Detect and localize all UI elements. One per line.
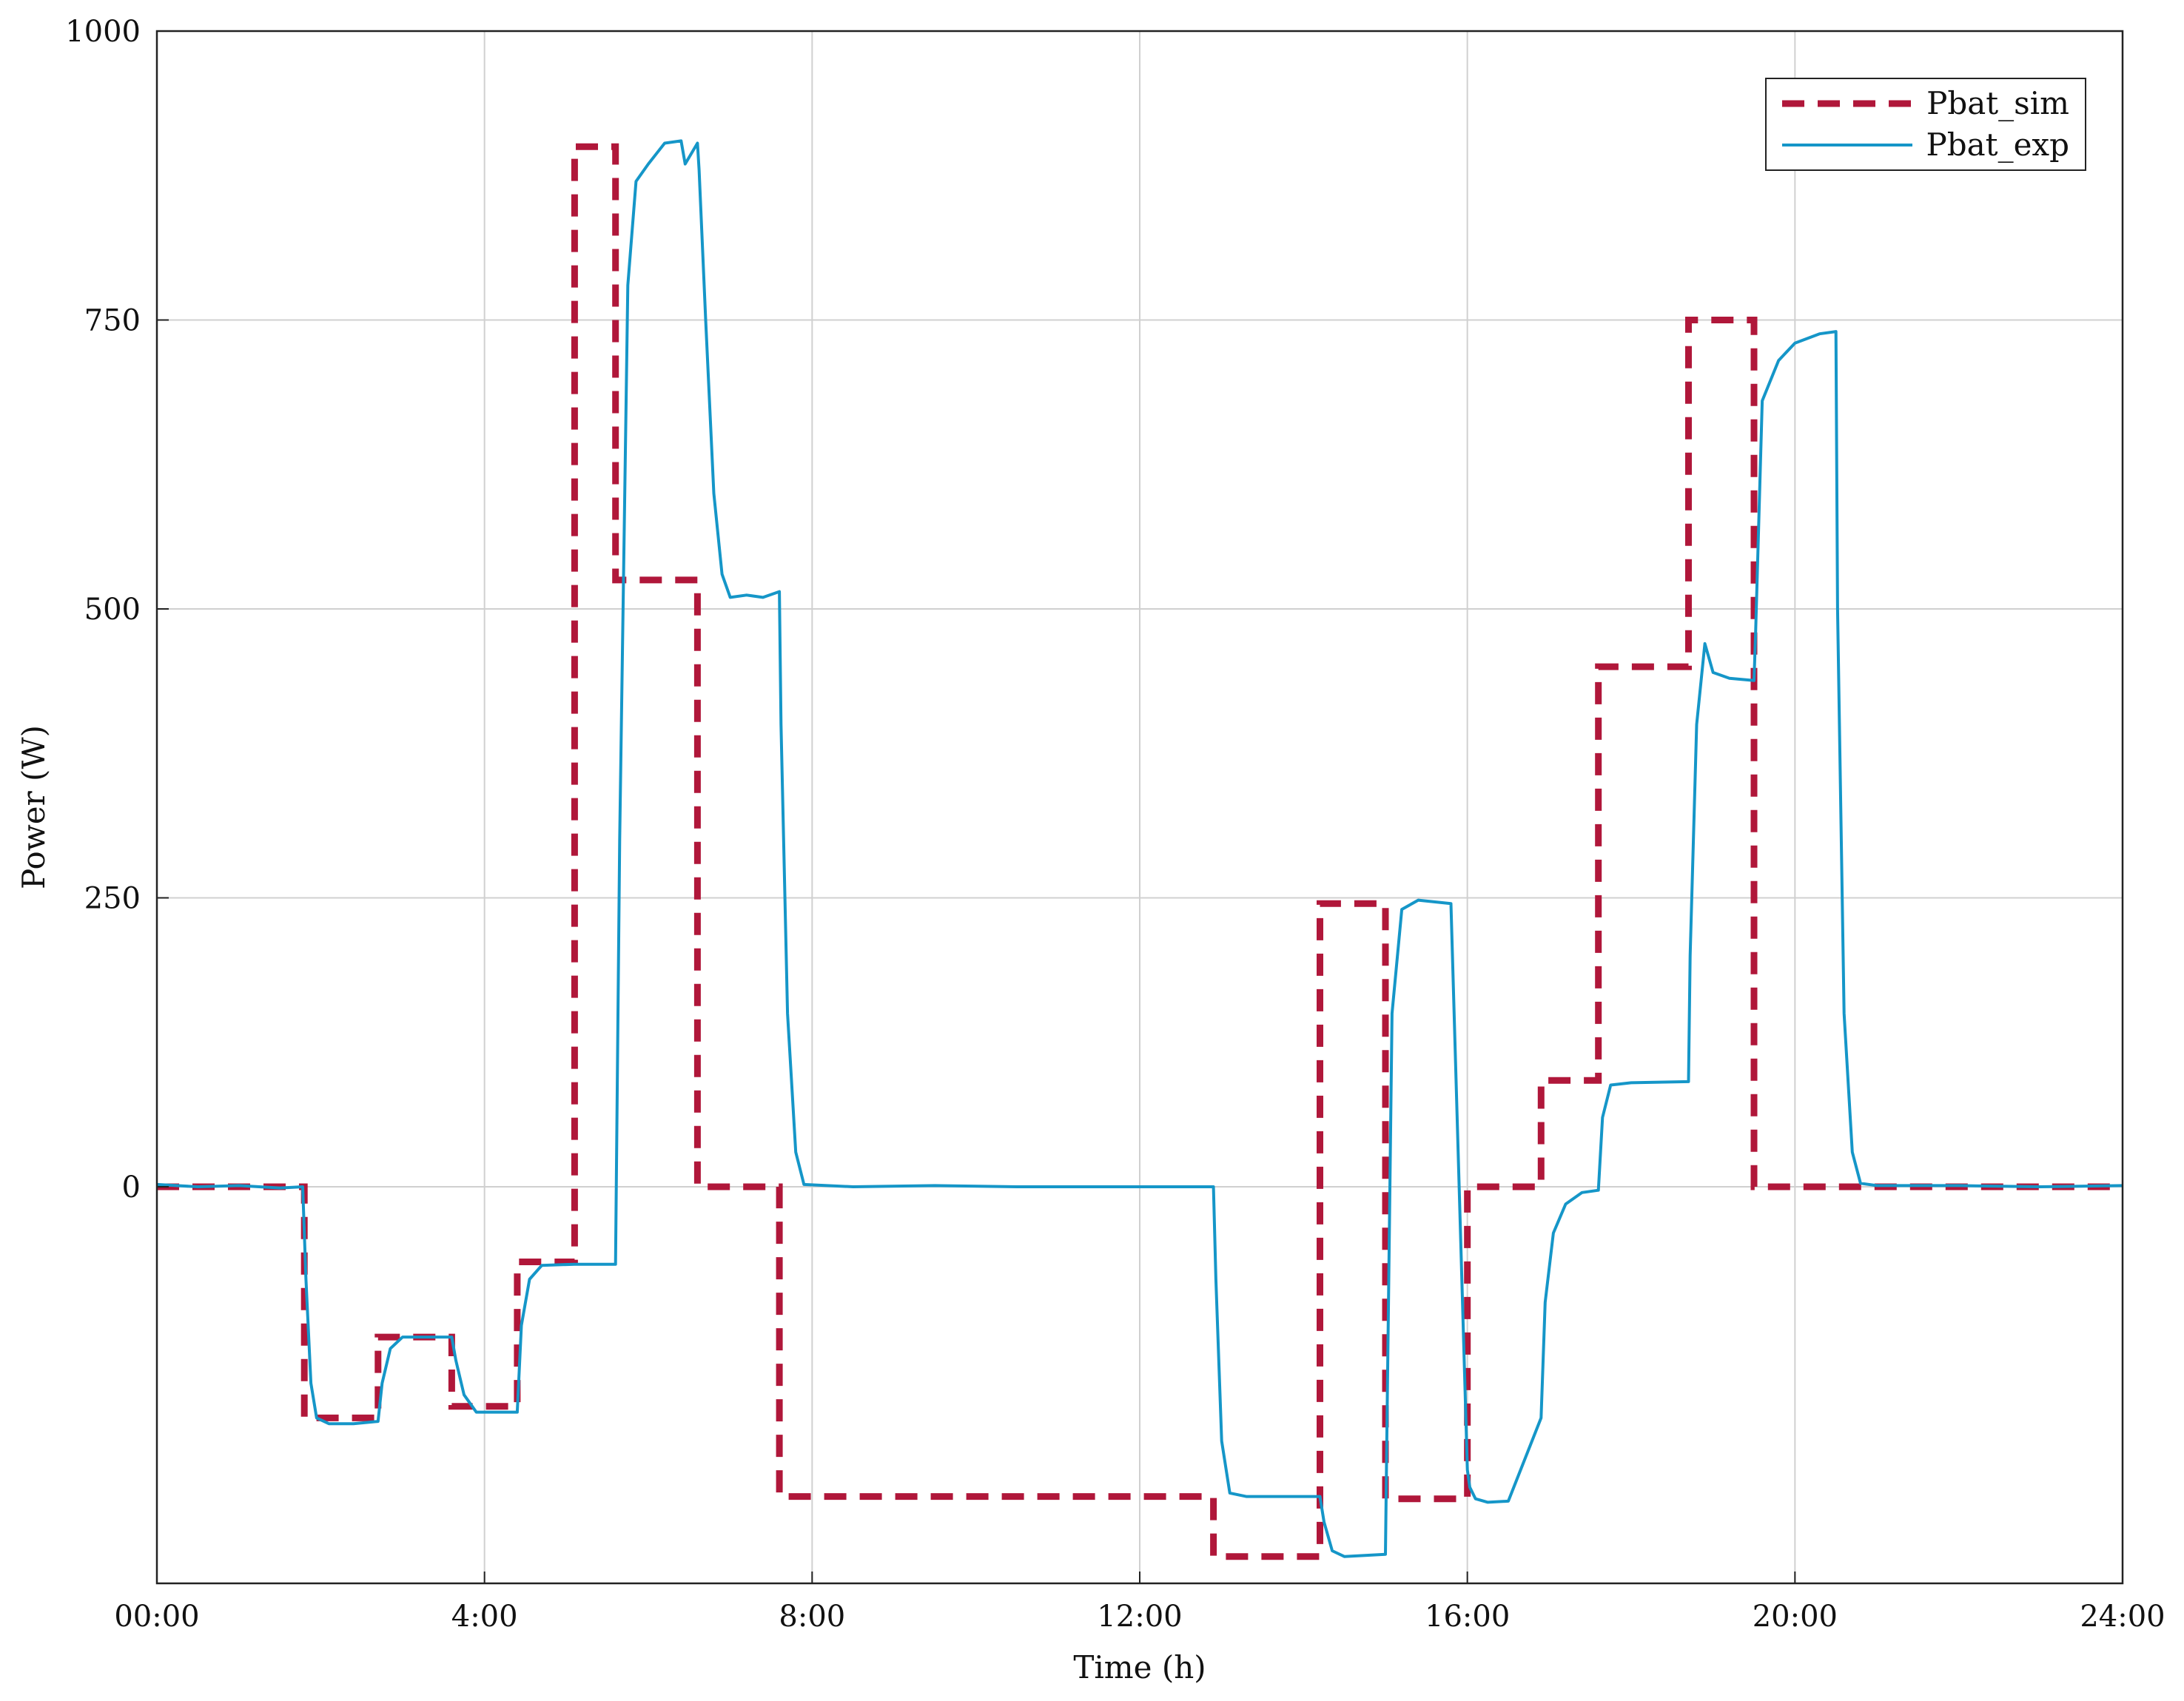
series-layer	[156, 139, 2123, 1560]
legend-label: Pbat_sim	[1926, 85, 2069, 121]
x-tick-label: 8:00	[779, 1600, 845, 1634]
y-tick-label: 500	[84, 593, 141, 627]
series-line-pbat-exp	[156, 139, 2123, 1558]
x-tick-label: 16:00	[1425, 1600, 1510, 1634]
legend: Pbat_sim Pbat_exp	[1765, 78, 2086, 171]
legend-label: Pbat_exp	[1926, 127, 2070, 163]
legend-box	[1765, 78, 2086, 171]
y-tick-label: 750	[84, 304, 141, 338]
y-tick-label: 0	[122, 1171, 141, 1205]
x-tick-label: 4:00	[451, 1600, 518, 1634]
ticks: 00:00 4:00 8:00 12:00 16:00 20:00 24:00 0 250 500…	[65, 15, 2165, 1634]
x-tick-label: 20:00	[1753, 1600, 1838, 1634]
x-tick-label: 24:00	[2080, 1600, 2165, 1634]
x-axis-title: Time (h)	[1073, 1649, 1206, 1685]
y-tick-label: 250	[84, 882, 141, 916]
x-tick-label: 00:00	[114, 1600, 199, 1634]
y-axis-title: Power (W)	[16, 725, 52, 889]
x-tick-label: 12:00	[1097, 1600, 1182, 1634]
y-tick-label: 1000	[65, 15, 141, 49]
series-line-pbat-sim	[157, 143, 2123, 1560]
